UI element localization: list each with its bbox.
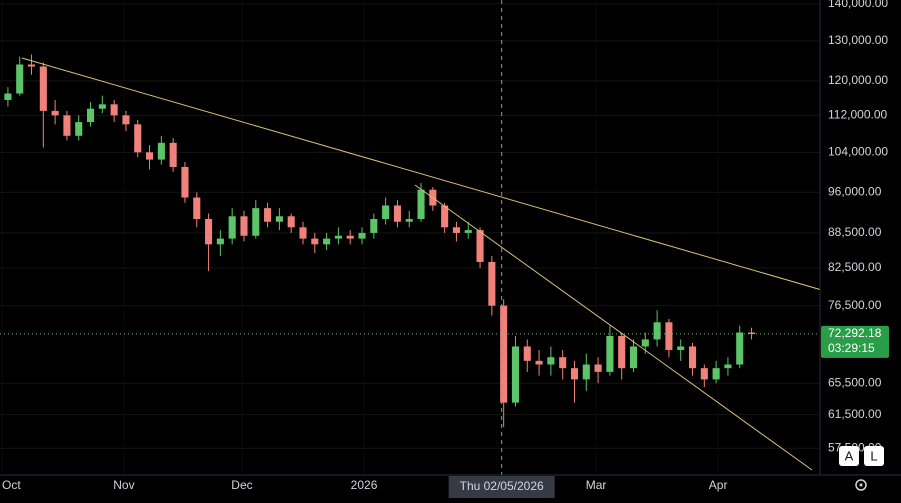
candle-body [382, 205, 390, 220]
candle-body [452, 227, 460, 233]
candle-body [417, 189, 425, 220]
x-tick-label: Apr [709, 478, 728, 492]
candle-body [523, 346, 531, 361]
candle-body [665, 322, 673, 351]
candle-body [275, 216, 283, 222]
candle-body [86, 108, 95, 123]
candle-body [27, 64, 36, 67]
x-tick-label: Dec [231, 478, 252, 492]
candle-body [63, 115, 71, 136]
candle-body [264, 208, 272, 222]
candle-body [334, 235, 342, 239]
log-scale-label[interactable]: L [870, 448, 877, 463]
crosshair-label-box [448, 476, 555, 498]
candle-body [16, 64, 24, 94]
candle-body [216, 238, 224, 245]
x-tick-label: 2026 [351, 478, 378, 492]
candle-body [346, 235, 354, 239]
candle-body [641, 339, 649, 347]
candle-body [393, 205, 401, 222]
candle-body [511, 346, 520, 403]
candle-body [193, 197, 201, 220]
auto-scale-button[interactable] [839, 446, 859, 466]
last-price-label: 72,292.18 [828, 326, 882, 340]
candle-body [252, 208, 260, 236]
y-tick-label: 82,500.00 [828, 260, 882, 274]
settings-button[interactable] [855, 479, 867, 491]
candle-body [724, 364, 732, 369]
candle-body [594, 364, 602, 372]
candle-body [547, 357, 555, 365]
x-tick-label: Mar [586, 478, 607, 492]
candle-body [358, 232, 366, 239]
candle-body [157, 142, 165, 160]
crosshair-label: Thu 02/05/2026 [460, 479, 544, 493]
candle-body [677, 346, 685, 351]
candle-body [299, 227, 307, 239]
candle-body [323, 238, 331, 245]
y-tick-label: 61,500.00 [828, 407, 882, 421]
last-price-box [821, 325, 889, 358]
candle-body [476, 230, 484, 262]
candle-body [405, 219, 413, 222]
candle-body [205, 219, 213, 245]
candle-body [39, 66, 47, 111]
price-axis [820, 0, 901, 475]
trend-line [21, 57, 901, 314]
candle-body [629, 346, 638, 369]
candle-body [311, 238, 319, 245]
candle-body [240, 216, 248, 236]
candle-body [181, 166, 189, 198]
candle-body [122, 115, 130, 125]
candle-body [441, 205, 449, 228]
candle-body [146, 152, 154, 160]
candle-body [747, 332, 756, 334]
candle-body [464, 230, 472, 233]
candle-body [287, 216, 295, 228]
candle-body [500, 305, 508, 403]
candle-body [134, 124, 142, 153]
y-tick-label: 96,000.00 [828, 184, 882, 198]
candle-body [653, 322, 661, 340]
y-tick-label: 88,500.00 [828, 225, 882, 239]
candle-body [98, 104, 106, 109]
y-tick-label: 65,500.00 [828, 375, 882, 389]
candle-body [700, 368, 708, 380]
candle-body [228, 216, 236, 239]
y-tick-label: 112,000.00 [828, 108, 887, 122]
trend-line [414, 184, 813, 471]
y-tick-label: 130,000.00 [828, 33, 888, 47]
candle-body [688, 346, 697, 369]
candle-body [736, 332, 744, 365]
x-tick-label: Nov [113, 478, 134, 492]
candle-body [75, 122, 83, 136]
settings-icon [859, 483, 863, 487]
candle-body [570, 368, 579, 380]
candle-body [535, 360, 543, 365]
candle-body [370, 219, 378, 233]
log-scale-button[interactable] [864, 446, 884, 466]
candle-body [712, 368, 720, 380]
candle-body [4, 93, 12, 100]
x-tick-label: Oct [2, 478, 21, 492]
auto-scale-label[interactable]: A [845, 448, 854, 463]
countdown-label: 03:29:15 [828, 341, 875, 355]
candle-body [110, 104, 118, 116]
candle-body [559, 357, 567, 369]
candle-body [618, 335, 626, 369]
y-tick-label: 140,000.00 [828, 0, 888, 10]
candle-body [582, 364, 590, 380]
candle-body [51, 110, 59, 116]
y-tick-label: 76,500.00 [828, 298, 882, 312]
y-tick-label: 104,000.00 [828, 145, 888, 159]
candle-body [169, 142, 177, 167]
candle-body [606, 335, 614, 372]
candle-body [488, 261, 496, 306]
y-tick-label: 120,000.00 [828, 73, 888, 87]
